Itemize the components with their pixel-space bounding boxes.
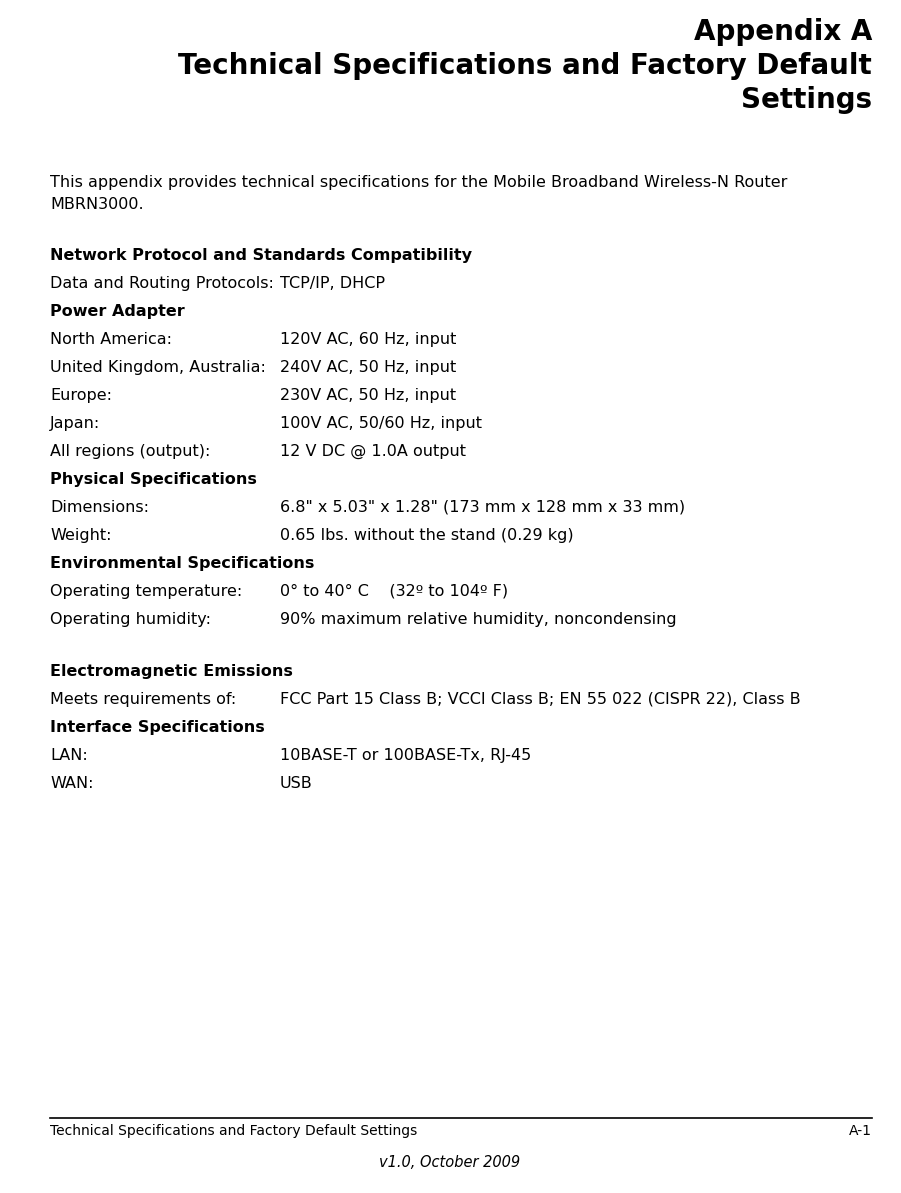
Text: Network Protocol and Standards Compatibility: Network Protocol and Standards Compatibi… — [50, 248, 472, 262]
Text: North America:: North America: — [50, 332, 172, 347]
Text: Operating temperature:: Operating temperature: — [50, 585, 242, 599]
Text: Technical Specifications and Factory Default: Technical Specifications and Factory Def… — [178, 52, 872, 80]
Text: Settings: Settings — [741, 86, 872, 115]
Text: FCC Part 15 Class B; VCCI Class B; EN 55 022 (CISPR 22), Class B: FCC Part 15 Class B; VCCI Class B; EN 55… — [280, 692, 801, 707]
Text: 0.65 lbs. without the stand (0.29 kg): 0.65 lbs. without the stand (0.29 kg) — [280, 528, 574, 543]
Text: 0° to 40° C    (32º to 104º F): 0° to 40° C (32º to 104º F) — [280, 585, 508, 599]
Text: USB: USB — [280, 775, 313, 791]
Text: A-1: A-1 — [849, 1124, 872, 1138]
Text: Weight:: Weight: — [50, 528, 112, 543]
Text: United Kingdom, Australia:: United Kingdom, Australia: — [50, 360, 266, 375]
Text: All regions (output):: All regions (output): — [50, 444, 210, 459]
Text: 10BASE-T or 100BASE-Tx, RJ-45: 10BASE-T or 100BASE-Tx, RJ-45 — [280, 748, 532, 764]
Text: 12 V DC @ 1.0A output: 12 V DC @ 1.0A output — [280, 444, 466, 459]
Text: 120V AC, 60 Hz, input: 120V AC, 60 Hz, input — [280, 332, 457, 347]
Text: Dimensions:: Dimensions: — [50, 500, 149, 515]
Text: 100V AC, 50/60 Hz, input: 100V AC, 50/60 Hz, input — [280, 416, 482, 431]
Text: Environmental Specifications: Environmental Specifications — [50, 556, 314, 571]
Text: 230V AC, 50 Hz, input: 230V AC, 50 Hz, input — [280, 388, 456, 403]
Text: LAN:: LAN: — [50, 748, 87, 764]
Text: Meets requirements of:: Meets requirements of: — [50, 692, 236, 707]
Text: Technical Specifications and Factory Default Settings: Technical Specifications and Factory Def… — [50, 1124, 417, 1138]
Text: Electromagnetic Emissions: Electromagnetic Emissions — [50, 665, 293, 679]
Text: 240V AC, 50 Hz, input: 240V AC, 50 Hz, input — [280, 360, 456, 375]
Text: Physical Specifications: Physical Specifications — [50, 472, 257, 487]
Text: This appendix provides technical specifications for the Mobile Broadband Wireles: This appendix provides technical specifi… — [50, 175, 787, 190]
Text: WAN:: WAN: — [50, 775, 94, 791]
Text: Operating humidity:: Operating humidity: — [50, 612, 211, 628]
Text: Data and Routing Protocols:: Data and Routing Protocols: — [50, 276, 274, 291]
Text: Power Adapter: Power Adapter — [50, 304, 185, 319]
Text: 6.8" x 5.03" x 1.28" (173 mm x 128 mm x 33 mm): 6.8" x 5.03" x 1.28" (173 mm x 128 mm x … — [280, 500, 685, 515]
Text: Appendix A: Appendix A — [694, 18, 872, 47]
Text: Europe:: Europe: — [50, 388, 112, 403]
Text: TCP/IP, DHCP: TCP/IP, DHCP — [280, 276, 385, 291]
Text: MBRN3000.: MBRN3000. — [50, 197, 143, 212]
Text: 90% maximum relative humidity, noncondensing: 90% maximum relative humidity, nonconden… — [280, 612, 677, 628]
Text: Japan:: Japan: — [50, 416, 100, 431]
Text: v1.0, October 2009: v1.0, October 2009 — [379, 1155, 521, 1170]
Text: Interface Specifications: Interface Specifications — [50, 721, 265, 735]
